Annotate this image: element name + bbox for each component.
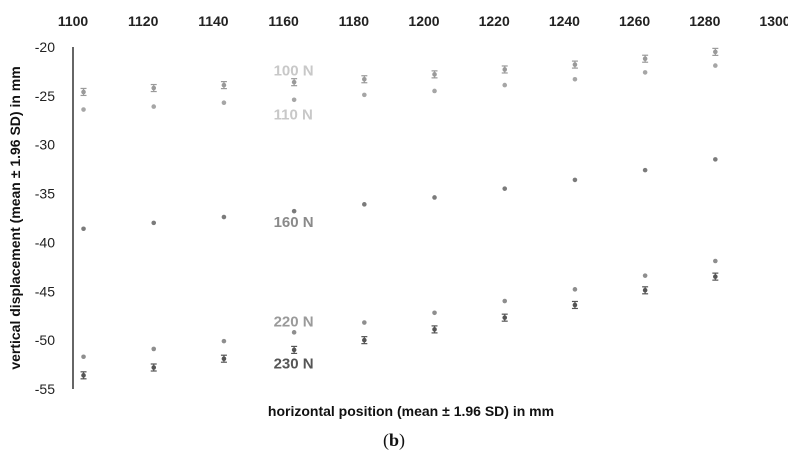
data-point bbox=[362, 337, 367, 343]
data-point bbox=[151, 365, 157, 370]
x-axis-title: horizontal position (mean ± 1.96 SD) in … bbox=[268, 403, 554, 419]
data-point bbox=[642, 70, 648, 75]
data-point bbox=[572, 62, 578, 67]
data-point bbox=[642, 167, 648, 173]
data-point bbox=[81, 89, 86, 95]
data-point bbox=[221, 100, 227, 105]
series-labels: 100 N 110 N 160 N 220 N 230 N bbox=[274, 62, 314, 372]
data-point bbox=[572, 302, 578, 308]
data-point bbox=[502, 82, 508, 88]
caption-close-paren: ) bbox=[399, 430, 405, 451]
series-marks bbox=[81, 157, 718, 232]
data-point bbox=[572, 177, 578, 183]
y-tick-label: -30 bbox=[35, 137, 55, 153]
caption-open-paren: ( bbox=[383, 430, 389, 451]
y-tick-label: -45 bbox=[35, 283, 55, 299]
data-point bbox=[713, 274, 718, 279]
data-point bbox=[291, 347, 297, 353]
data-point bbox=[432, 310, 437, 316]
series-marks bbox=[80, 47, 719, 97]
data-point bbox=[502, 315, 508, 320]
y-axis-title: vertical displacement (mean ± 1.96 SD) i… bbox=[7, 66, 23, 369]
series-label: 230 N bbox=[274, 356, 314, 373]
data-point bbox=[572, 287, 578, 292]
data-point bbox=[642, 273, 648, 278]
series-label: 100 N bbox=[274, 62, 314, 79]
data-point bbox=[221, 82, 227, 88]
data-point bbox=[291, 330, 297, 335]
data-point bbox=[432, 72, 437, 77]
data-point bbox=[642, 288, 648, 293]
data-point bbox=[432, 88, 437, 94]
data-point bbox=[81, 107, 86, 112]
y-tick-label: -50 bbox=[35, 332, 55, 348]
x-tick-label: 1240 bbox=[549, 13, 580, 29]
x-tick-label: 1140 bbox=[198, 13, 229, 29]
y-tick-label: -25 bbox=[35, 88, 55, 104]
data-point bbox=[713, 49, 718, 55]
data-point bbox=[502, 67, 508, 72]
data-point bbox=[291, 208, 297, 214]
x-tick-label: 1260 bbox=[619, 13, 650, 29]
data-point bbox=[572, 76, 578, 82]
data-point bbox=[151, 220, 157, 226]
x-tick-label: 1200 bbox=[408, 13, 439, 29]
data-point bbox=[221, 338, 227, 344]
x-tick-label: 1100 bbox=[58, 13, 89, 29]
data-point bbox=[713, 63, 718, 68]
data-point bbox=[221, 356, 227, 362]
figure-caption: (b) bbox=[383, 430, 405, 451]
data-point bbox=[362, 320, 367, 325]
series-marks bbox=[80, 272, 719, 380]
data-point bbox=[713, 157, 718, 162]
x-tick-label: 1180 bbox=[339, 13, 370, 29]
x-tick-label: 1160 bbox=[268, 13, 299, 29]
series-label: 220 N bbox=[274, 314, 314, 331]
data-point bbox=[291, 79, 297, 85]
series-marks bbox=[81, 258, 718, 360]
x-tick-label: 1300 bbox=[759, 13, 788, 29]
data-point bbox=[151, 346, 157, 352]
data-point bbox=[151, 104, 157, 109]
data-point bbox=[432, 195, 437, 200]
data-point bbox=[291, 97, 297, 103]
y-tick-label: -20 bbox=[35, 39, 55, 55]
y-tick-label: -35 bbox=[35, 186, 55, 202]
data-point bbox=[642, 56, 648, 62]
data-point bbox=[221, 214, 227, 220]
data-point bbox=[502, 298, 508, 304]
x-tick-label: 1220 bbox=[479, 13, 510, 29]
data-point bbox=[81, 373, 86, 378]
y-tick-labels: -20 -25 -30 -35 -40 -45 -50 -55 bbox=[35, 39, 55, 397]
x-tick-labels: 1100 1120 1140 1160 1180 1200 1220 1240 1260 1280… bbox=[58, 13, 788, 29]
series-marks bbox=[81, 63, 718, 112]
x-tick-label: 1280 bbox=[689, 13, 720, 29]
data-point bbox=[151, 85, 157, 91]
data-point bbox=[432, 327, 437, 332]
y-tick-label: -40 bbox=[35, 234, 55, 250]
data-point bbox=[362, 202, 367, 207]
data-point bbox=[362, 92, 367, 98]
series-label: 110 N bbox=[274, 106, 313, 123]
x-tick-label: 1120 bbox=[128, 13, 159, 29]
data-point bbox=[502, 186, 508, 191]
data-point bbox=[362, 76, 367, 82]
series-label: 160 N bbox=[274, 214, 314, 231]
y-tick-label: -55 bbox=[35, 381, 55, 397]
data-point bbox=[713, 258, 718, 264]
data-point bbox=[81, 226, 86, 232]
caption-letter: b bbox=[389, 430, 399, 450]
data-point bbox=[81, 354, 86, 360]
data-marks bbox=[80, 47, 719, 380]
